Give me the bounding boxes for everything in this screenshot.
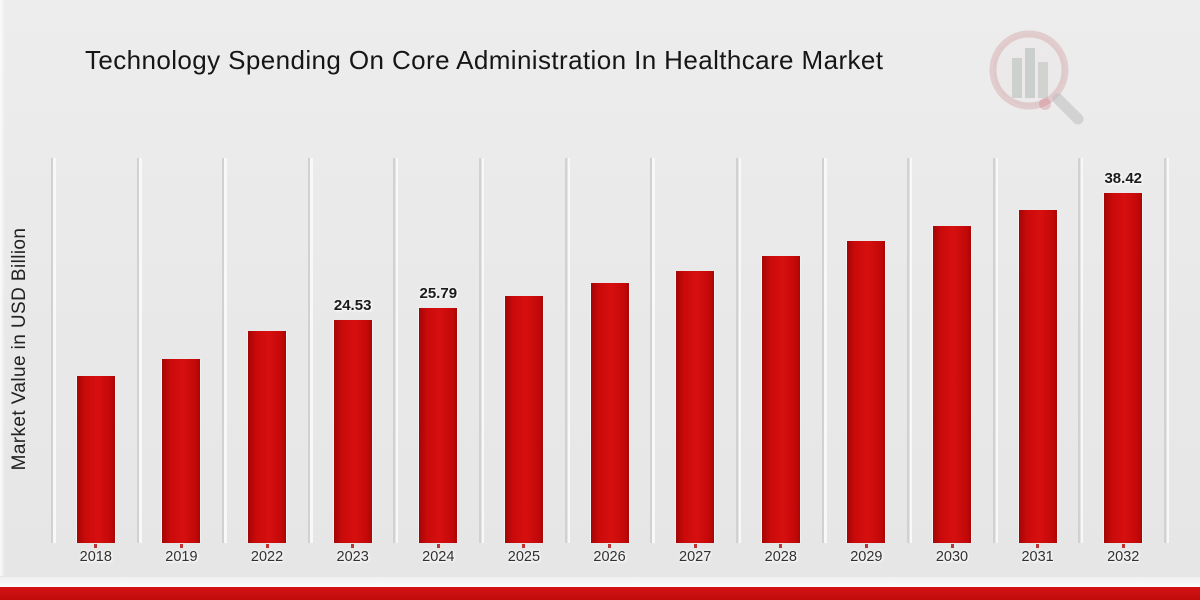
grid-line [479, 158, 485, 543]
grid-line [907, 158, 913, 543]
bar-2027 [676, 271, 715, 543]
bar-2019 [162, 359, 201, 543]
x-tick-label: 2031 [1021, 549, 1054, 565]
x-axis-tick [265, 544, 269, 548]
grid-line [222, 158, 228, 543]
x-tick-label: 2022 [250, 549, 284, 565]
x-tick-label: 2026 [593, 549, 626, 565]
x-axis-tick [351, 544, 355, 548]
chart-title: Technology Spending On Core Administrati… [85, 45, 884, 75]
x-tick-label: 2023 [336, 549, 369, 565]
x-axis-tick [94, 544, 98, 548]
x-axis-tick [864, 544, 868, 548]
x-tick-label: 2030 [935, 549, 969, 565]
bar-2022 [248, 331, 287, 543]
footer-divider [0, 577, 1200, 587]
bar-2024 [419, 308, 458, 543]
x-tick-label: 2028 [764, 549, 797, 565]
x-tick-label: 2027 [679, 549, 712, 565]
bar-2025 [504, 296, 543, 543]
x-axis-tick [179, 544, 183, 548]
bar-2030 [933, 226, 971, 543]
bar-2023 [333, 320, 372, 543]
bar-2029 [847, 241, 886, 543]
grid-line [564, 158, 570, 543]
x-axis-tick [1036, 544, 1040, 548]
bar-value-label: 24.53 [333, 297, 372, 314]
grid-line [821, 158, 827, 543]
bar-2028 [761, 256, 800, 543]
x-axis-tick [436, 544, 440, 548]
bar-2031 [1018, 210, 1057, 543]
bar-2026 [590, 283, 629, 543]
x-axis-tick [693, 544, 697, 548]
bar-value-label: 25.79 [419, 285, 458, 302]
grid-line [307, 158, 313, 543]
grid-line [735, 158, 741, 543]
x-axis-tick [522, 544, 526, 548]
grid-line [136, 158, 142, 543]
x-axis-tick [950, 544, 954, 548]
watermark-logo-icon [989, 30, 1084, 125]
grid-line [1078, 158, 1084, 543]
footer-banner [0, 587, 1200, 600]
x-tick-label: 2024 [422, 549, 455, 565]
grid-line [393, 158, 399, 543]
x-tick-label: 2025 [507, 549, 541, 565]
grid-line [51, 158, 56, 543]
bar-value-label: 38.42 [1104, 170, 1143, 187]
bar-2018 [76, 376, 115, 543]
x-tick-label: 2032 [1107, 549, 1140, 565]
grid-line [992, 158, 998, 543]
x-axis-tick [1121, 544, 1125, 548]
x-axis-tick [608, 544, 612, 548]
grid-line [1164, 158, 1170, 543]
bar-2032 [1104, 193, 1143, 543]
grid-line [650, 158, 656, 543]
x-tick-label: 2018 [79, 549, 112, 565]
x-tick-label: 2029 [850, 549, 883, 565]
x-tick-label: 2019 [165, 549, 198, 565]
x-axis-tick [779, 544, 783, 548]
